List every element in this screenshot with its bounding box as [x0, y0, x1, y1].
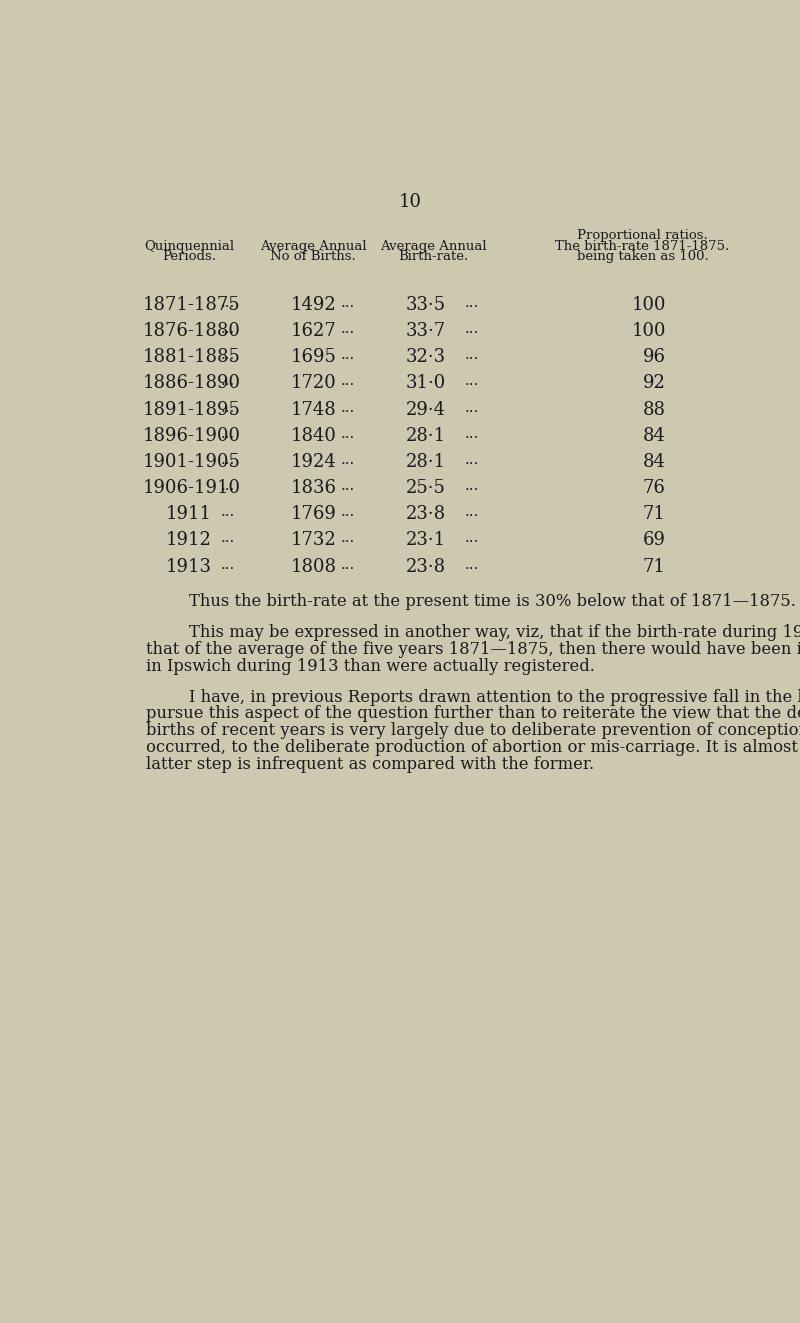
Text: 1876-1880: 1876-1880	[142, 321, 241, 340]
Text: 28·1: 28·1	[406, 427, 446, 445]
Text: ...: ...	[340, 479, 354, 493]
Text: I have, in previous Reports drawn attention to the progressive fall in the birth: I have, in previous Reports drawn attent…	[189, 688, 800, 705]
Text: 1492: 1492	[290, 296, 336, 314]
Text: 100: 100	[631, 321, 666, 340]
Text: Thus the birth-rate at the present time is 30% below that of 1871—1875.: Thus the birth-rate at the present time …	[189, 593, 796, 610]
Text: 10: 10	[398, 193, 422, 212]
Text: ...: ...	[220, 427, 234, 441]
Text: 23·1: 23·1	[406, 532, 446, 549]
Text: 84: 84	[643, 452, 666, 471]
Text: ...: ...	[220, 505, 234, 519]
Text: This may be expressed in another way, viz, that if the birth-rate during 1913 ha: This may be expressed in another way, vi…	[189, 624, 800, 640]
Text: 1840: 1840	[290, 427, 336, 445]
Text: ...: ...	[464, 452, 478, 467]
Text: 1836: 1836	[290, 479, 336, 497]
Text: 1808: 1808	[290, 557, 336, 576]
Text: Average Annual: Average Annual	[260, 239, 366, 253]
Text: 100: 100	[631, 296, 666, 314]
Text: ...: ...	[464, 532, 478, 545]
Text: ...: ...	[340, 557, 354, 572]
Text: ...: ...	[340, 401, 354, 414]
Text: 1913: 1913	[166, 557, 212, 576]
Text: 1881-1885: 1881-1885	[142, 348, 241, 366]
Text: ...: ...	[464, 505, 478, 519]
Text: latter step is infrequent as compared with the former.: latter step is infrequent as compared wi…	[146, 757, 594, 773]
Text: 1901-1905: 1901-1905	[142, 452, 241, 471]
Text: ...: ...	[220, 321, 234, 336]
Text: Birth-rate.: Birth-rate.	[398, 250, 468, 263]
Text: 1912: 1912	[166, 532, 212, 549]
Text: 1720: 1720	[290, 374, 336, 393]
Text: ...: ...	[464, 348, 478, 363]
Text: 71: 71	[643, 505, 666, 524]
Text: Quinquennial: Quinquennial	[144, 239, 234, 253]
Text: 1911: 1911	[166, 505, 212, 524]
Text: 76: 76	[643, 479, 666, 497]
Text: Periods.: Periods.	[162, 250, 216, 263]
Text: ...: ...	[464, 321, 478, 336]
Text: ...: ...	[220, 401, 234, 414]
Text: being taken as 100.: being taken as 100.	[577, 250, 708, 263]
Text: 1732: 1732	[290, 532, 336, 549]
Text: 33·7: 33·7	[406, 321, 446, 340]
Text: ...: ...	[220, 374, 234, 389]
Text: 31·0: 31·0	[406, 374, 446, 393]
Text: ...: ...	[340, 532, 354, 545]
Text: 29·4: 29·4	[406, 401, 446, 418]
Text: 1627: 1627	[290, 321, 336, 340]
Text: 1871-1875: 1871-1875	[142, 296, 240, 314]
Text: ...: ...	[220, 348, 234, 363]
Text: ...: ...	[464, 557, 478, 572]
Text: 92: 92	[643, 374, 666, 393]
Text: ...: ...	[464, 374, 478, 389]
Text: ...: ...	[220, 452, 234, 467]
Text: ...: ...	[220, 532, 234, 545]
Text: Proportional ratios.: Proportional ratios.	[577, 229, 708, 242]
Text: ...: ...	[464, 296, 478, 310]
Text: 1748: 1748	[290, 401, 336, 418]
Text: The birth-rate 1871-1875.: The birth-rate 1871-1875.	[555, 239, 730, 253]
Text: ...: ...	[464, 479, 478, 493]
Text: 25·5: 25·5	[406, 479, 446, 497]
Text: occurred, to the deliberate production of abortion or mis-carriage. It is almost: occurred, to the deliberate production o…	[146, 740, 800, 757]
Text: ...: ...	[340, 321, 354, 336]
Text: 1924: 1924	[290, 452, 336, 471]
Text: 23·8: 23·8	[406, 557, 446, 576]
Text: 1695: 1695	[290, 348, 336, 366]
Text: ...: ...	[464, 427, 478, 441]
Text: ...: ...	[340, 427, 354, 441]
Text: Average Annual: Average Annual	[380, 239, 486, 253]
Text: pursue this aspect of the question further than to reiterate the view that the d: pursue this aspect of the question furth…	[146, 705, 800, 722]
Text: 71: 71	[643, 557, 666, 576]
Text: ...: ...	[340, 374, 354, 389]
Text: ...: ...	[220, 557, 234, 572]
Text: ...: ...	[340, 505, 354, 519]
Text: 1886-1890: 1886-1890	[142, 374, 241, 393]
Text: 84: 84	[643, 427, 666, 445]
Text: in Ipswich during 1913 than were actually registered.: in Ipswich during 1913 than were actuall…	[146, 658, 595, 675]
Text: 88: 88	[642, 401, 666, 418]
Text: 96: 96	[642, 348, 666, 366]
Text: No of Births.: No of Births.	[270, 250, 356, 263]
Text: ...: ...	[220, 479, 234, 493]
Text: 1769: 1769	[290, 505, 336, 524]
Text: births of recent years is very largely due to deliberate prevention of conceptio: births of recent years is very largely d…	[146, 722, 800, 740]
Text: 33·5: 33·5	[406, 296, 446, 314]
Text: 32·3: 32·3	[406, 348, 446, 366]
Text: 28·1: 28·1	[406, 452, 446, 471]
Text: 1906-1910: 1906-1910	[142, 479, 241, 497]
Text: ...: ...	[464, 401, 478, 414]
Text: 1896-1900: 1896-1900	[142, 427, 241, 445]
Text: ...: ...	[220, 296, 234, 310]
Text: that of the average of the five years 1871—1875, then there would have been in r: that of the average of the five years 18…	[146, 640, 800, 658]
Text: ...: ...	[340, 452, 354, 467]
Text: ...: ...	[340, 296, 354, 310]
Text: ...: ...	[340, 348, 354, 363]
Text: 23·8: 23·8	[406, 505, 446, 524]
Text: 69: 69	[642, 532, 666, 549]
Text: 1891-1895: 1891-1895	[142, 401, 241, 418]
